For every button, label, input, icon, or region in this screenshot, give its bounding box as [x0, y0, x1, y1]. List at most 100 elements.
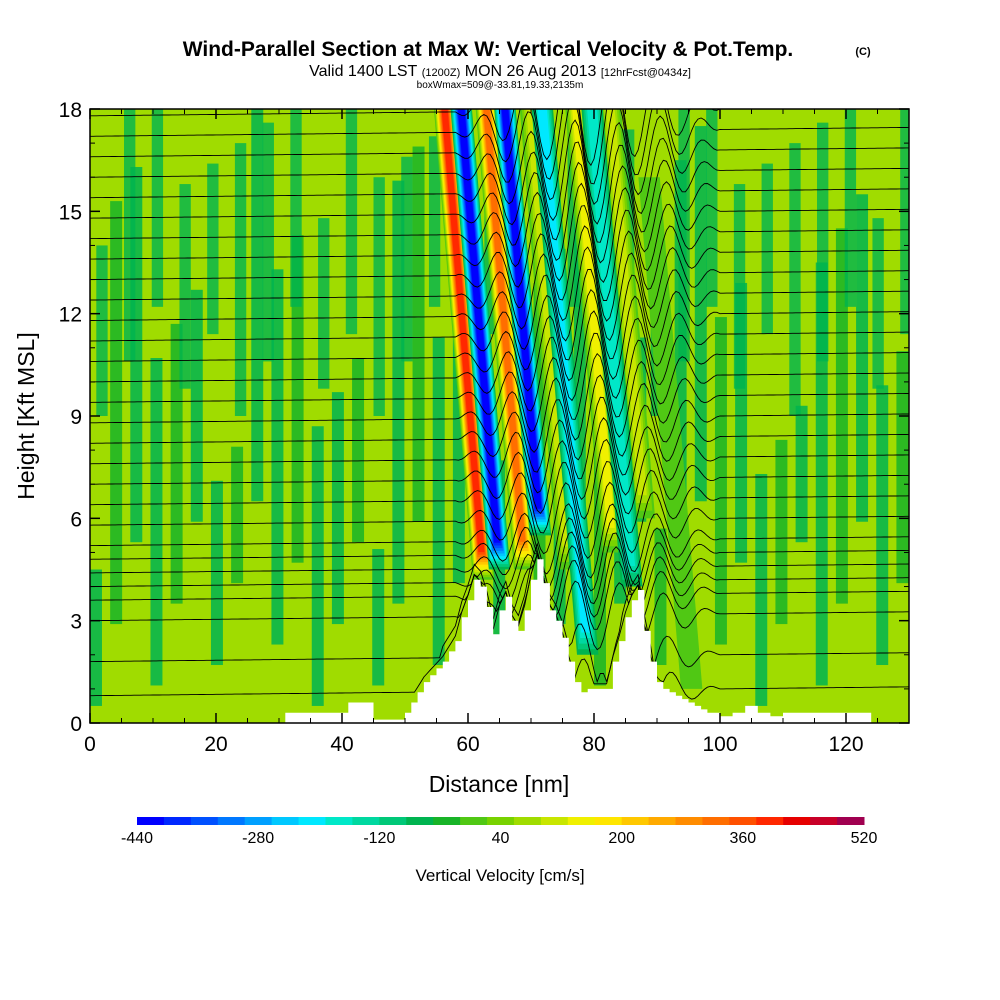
background-streak [678, 109, 690, 362]
background-streak [876, 385, 889, 666]
chart-title: Wind-Parallel Section at Max W: Vertical… [183, 38, 794, 61]
background-streak [318, 218, 330, 389]
background-streak [262, 122, 274, 362]
isentrope-line [90, 119, 909, 225]
background-streak [900, 109, 909, 335]
background-streak [231, 446, 244, 584]
colorbar-tick-label: 520 [851, 830, 878, 847]
background-streak [290, 109, 302, 307]
isentrope-line [90, 141, 909, 243]
copyright-mark: (C) [855, 46, 871, 58]
background-streak [714, 317, 727, 645]
y-tick-label: 15 [59, 201, 82, 224]
background-streak [733, 184, 746, 389]
background-streak [150, 358, 163, 686]
background-streak [331, 392, 344, 625]
isentrope-line [90, 288, 909, 382]
x-tick-label: 120 [828, 733, 863, 756]
y-axis-label: Height [Kft MSL] [13, 332, 39, 499]
updraft-band [441, 109, 485, 553]
background-streak [761, 163, 773, 335]
isentrope-line [90, 310, 909, 402]
colorbar-ticks: -440 -280 -120 40 200 360 520 [121, 830, 877, 847]
colorbar-swatch [702, 817, 730, 825]
colorbar-swatch [513, 817, 542, 825]
background-streak [392, 180, 405, 604]
isentrope-line [90, 552, 909, 651]
colorbar-swatch [137, 817, 165, 825]
colorbar-swatch [460, 817, 488, 825]
background-streak [428, 136, 441, 307]
background-streak [179, 184, 191, 389]
colorbar-swatch [163, 817, 192, 825]
background-streak [835, 228, 848, 604]
background-streak [352, 358, 365, 543]
background-streak [151, 109, 164, 307]
isentropes [90, 109, 909, 700]
isentrope-line [90, 396, 909, 480]
background-streak [567, 109, 579, 307]
isentrope-line [90, 552, 909, 630]
background-streak [170, 323, 183, 604]
forecast-info: [12hrFcst@0434z] [601, 67, 691, 79]
isentrope-line [90, 109, 909, 185]
valid-time: Valid 1400 LST [309, 63, 417, 80]
isentrope-line [90, 109, 763, 167]
isentrope-line [90, 225, 909, 322]
colorbar-swatch [433, 817, 461, 825]
box-max-info: boxWmax=509@-33.81,19.33,2135m [417, 80, 584, 91]
background-streak [210, 480, 223, 666]
isentrope-line [90, 503, 909, 579]
colorbar-swatch [325, 817, 353, 825]
background-streak [234, 143, 247, 416]
updraft-band [572, 109, 615, 528]
valid-zulu: (1200Z) [422, 67, 461, 79]
colorbar-label: Vertical Velocity [cm/s] [415, 866, 584, 885]
background-streak [271, 269, 284, 645]
background-streak [775, 439, 788, 625]
y-tick-label: 9 [70, 406, 82, 429]
downdraft-band [501, 109, 542, 509]
background-streak [124, 109, 136, 362]
background-streak [130, 166, 143, 543]
isentrope-line [90, 531, 909, 605]
background-streak [345, 109, 358, 335]
y-axis-ticks: 0 3 6 9 12 15 18 [59, 99, 909, 736]
y-tick-label: 0 [70, 713, 82, 736]
colorbar-swatch [244, 817, 273, 825]
colorbar-swatch [190, 817, 219, 825]
isentrope-line [90, 545, 909, 618]
chart-subtitle: Valid 1400 LST (1200Z) MON 26 Aug 2013 [… [309, 63, 691, 80]
isentrope-line [90, 182, 909, 283]
background-streak [311, 426, 324, 706]
background-streak [694, 126, 707, 502]
background-streak [96, 245, 108, 416]
background-streak [291, 235, 304, 563]
x-tick-label: 0 [84, 733, 96, 756]
x-tick-label: 20 [204, 733, 227, 756]
background-streak [452, 303, 465, 584]
background-streak [207, 163, 219, 335]
colorbar-swatch [783, 817, 811, 825]
colorbar-tick-label: -120 [363, 830, 395, 847]
isentrope-line [90, 246, 909, 342]
x-axis-label: Distance [nm] [429, 771, 570, 797]
colorbar-swatch [217, 817, 246, 825]
x-axis-ticks: 0 20 40 60 80 100 120 [84, 109, 878, 756]
colorbar-swatch [540, 817, 569, 825]
isentrope-line [90, 161, 909, 264]
isentrope-line [90, 205, 909, 301]
background-streak [795, 405, 808, 543]
isentrope-line [90, 460, 909, 539]
background-streak [844, 109, 857, 307]
downdraft-band [457, 109, 501, 543]
colorbar-swatch [756, 817, 784, 825]
colorbar-tick-label: -280 [242, 830, 274, 847]
colorbar-swatch [837, 817, 865, 825]
background-streak [872, 218, 884, 389]
background-streak [815, 262, 828, 686]
colorbar-tick-label: -440 [121, 830, 153, 847]
background-streak [190, 289, 203, 522]
colorbar-swatch [406, 817, 434, 825]
